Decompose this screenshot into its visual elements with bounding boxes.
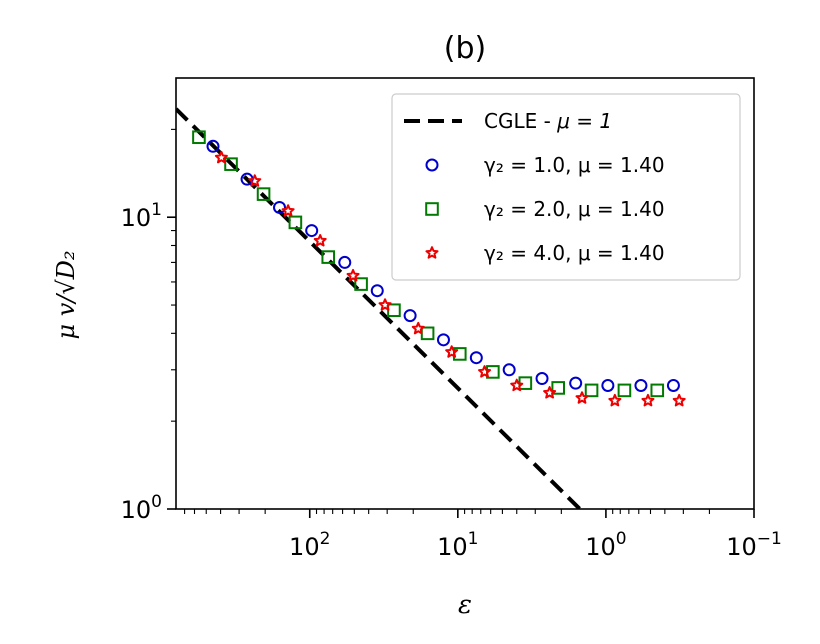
x-tick-label: 100: [585, 529, 626, 561]
legend-marker-square: [425, 202, 439, 216]
data-point-circle: [305, 224, 319, 238]
data-point-circle: [601, 379, 615, 393]
data-point-star: [378, 298, 392, 311]
data-point-star: [478, 365, 492, 378]
data-point-square: [354, 277, 368, 291]
data-point-circle: [634, 379, 648, 393]
data-point-circle: [436, 333, 450, 347]
series-square: [192, 130, 665, 398]
x-tick-label: 101: [437, 529, 478, 561]
data-point-star: [608, 393, 622, 407]
data-point-circle: [666, 379, 680, 393]
data-point-circle: [469, 351, 483, 365]
data-point-star: [248, 174, 262, 187]
data-point-circle: [502, 363, 516, 377]
data-point-circle: [403, 309, 417, 323]
data-point-square: [192, 130, 206, 145]
series-star: [214, 150, 686, 407]
legend-label: γ₂ = 2.0, μ = 1.40: [484, 197, 665, 221]
series-circle: [206, 139, 680, 393]
data-point-star: [641, 393, 655, 407]
data-point-star: [543, 386, 557, 399]
legend-label: CGLE - μ = 1: [484, 109, 612, 133]
data-point-square: [288, 215, 303, 230]
data-point-circle: [569, 376, 583, 390]
data-point-star: [281, 204, 295, 217]
x-tick-label: 102: [289, 529, 330, 561]
data-point-star: [672, 393, 686, 407]
data-point-square: [224, 157, 238, 171]
y-axis-label: μ v/√D₂: [52, 250, 80, 339]
x-tick-label: 10−1: [726, 529, 782, 561]
data-point-square: [617, 383, 632, 398]
legend-marker-circle: [425, 158, 439, 172]
data-point-star: [510, 378, 524, 392]
plot-area: [176, 107, 686, 509]
y-tick-label: 100: [121, 492, 162, 524]
data-point-square: [584, 383, 599, 398]
y-tick-label: 101: [121, 200, 162, 232]
data-point-square: [650, 383, 665, 398]
legend: CGLE - μ = 1 γ₂ = 1.0, μ = 1.40 γ₂ = 2.0, …: [391, 93, 741, 281]
x-axis-label: ε: [458, 590, 472, 620]
data-point-circle: [338, 255, 352, 269]
data-point-square: [321, 250, 336, 264]
data-point-star: [445, 345, 459, 358]
chart-title: (b): [444, 31, 486, 66]
legend-label: γ₂ = 1.0, μ = 1.40: [484, 153, 665, 177]
legend-frame: [391, 93, 741, 281]
data-point-star: [575, 391, 589, 404]
axis-ticks: 102 101 100 10−1 100 101: [121, 128, 782, 561]
data-point-circle: [206, 139, 220, 153]
data-point-square: [387, 303, 401, 318]
data-point-star: [411, 321, 425, 335]
legend-label: γ₂ = 4.0, μ = 1.40: [484, 241, 665, 265]
data-point-star: [313, 234, 327, 247]
data-point-square: [256, 187, 271, 201]
data-point-star: [346, 268, 360, 282]
legend-marker-star: [425, 246, 439, 259]
data-point-circle: [370, 284, 384, 298]
data-point-circle: [535, 372, 549, 386]
data-point-square: [420, 326, 435, 341]
data-point-circle: [273, 200, 287, 214]
data-point-square: [551, 381, 565, 395]
data-point-star: [214, 150, 228, 164]
